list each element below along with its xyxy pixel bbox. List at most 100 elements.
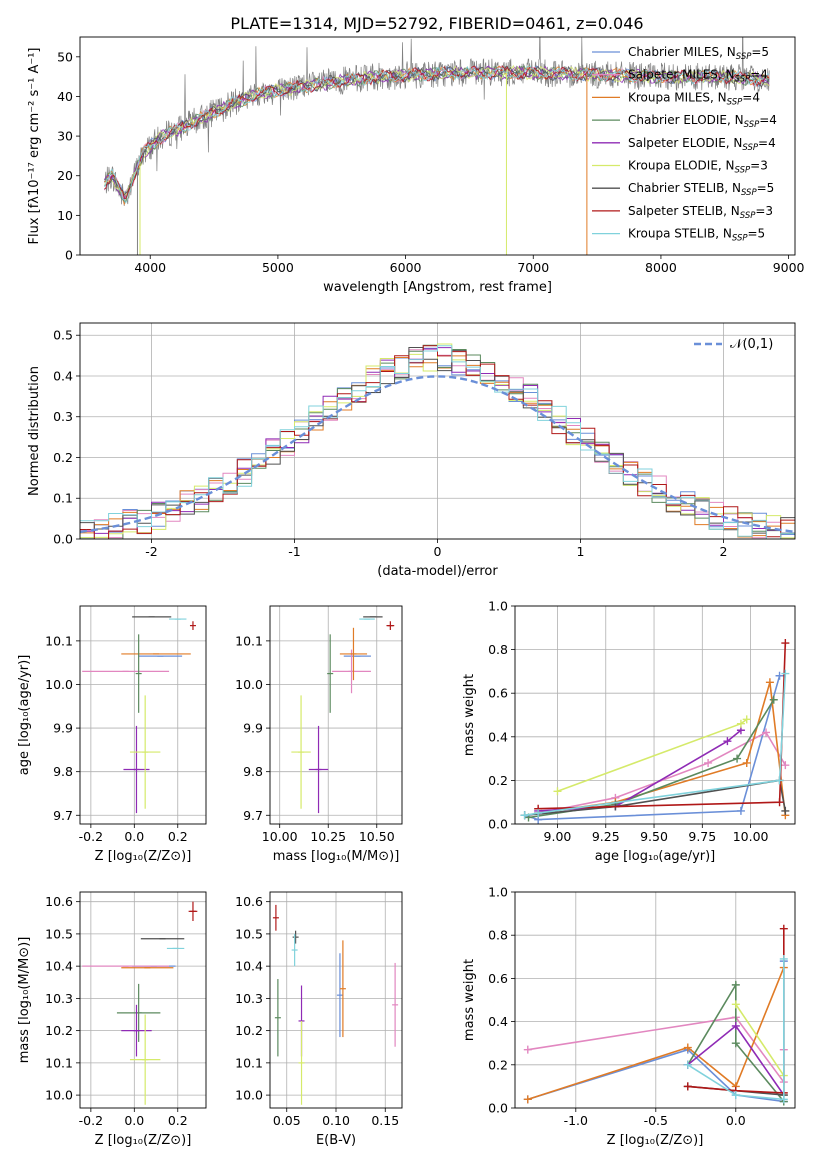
y-tick-label: 30 bbox=[57, 129, 73, 144]
weight-marker bbox=[731, 1021, 740, 1030]
y-tick-label: 10.3 bbox=[235, 991, 263, 1006]
weight-line bbox=[524, 673, 787, 817]
weight-marker bbox=[775, 776, 784, 785]
weight-marker bbox=[781, 669, 790, 678]
weight-marker bbox=[520, 811, 529, 820]
weight-marker bbox=[781, 761, 790, 770]
grid bbox=[80, 606, 206, 824]
plot-data bbox=[82, 901, 198, 1105]
legend: Chabrier MILES, NSSP=5 Salpeter MILES, NS… bbox=[592, 45, 777, 244]
legend-entry: Kroupa STELIB, NSSP=5 bbox=[628, 227, 765, 244]
y-tick-label: 10.6 bbox=[45, 894, 73, 909]
weight-line bbox=[524, 779, 787, 817]
x-tick-label: 8000 bbox=[645, 260, 677, 275]
panel-residuals: -2 -1 0 1 2 0.0 0.1 0.2 0.3 0.4 0.5 (data-model)/er… bbox=[27, 322, 796, 579]
legend-entry: Salpeter ELODIE, NSSP=4 bbox=[628, 136, 776, 153]
y-tick-label: 0.4 bbox=[488, 1014, 508, 1029]
x-tick-label: 0.10 bbox=[322, 1113, 350, 1128]
errorbar-point bbox=[188, 901, 198, 922]
y-tick-label: 0.4 bbox=[488, 729, 508, 744]
y-tick-label: 0.4 bbox=[53, 368, 73, 383]
y-tick-label: 10 bbox=[57, 208, 73, 223]
errorbar-point bbox=[292, 930, 299, 944]
y-tick-label: 0.2 bbox=[488, 773, 508, 788]
axes-frame bbox=[79, 605, 207, 825]
x-axis-label: E(B-V) bbox=[316, 1133, 356, 1148]
plot-data bbox=[80, 343, 795, 539]
y-tick-label: 10.5 bbox=[235, 926, 263, 941]
x-tick-label: 0.15 bbox=[371, 1113, 399, 1128]
x-tick-label: 7000 bbox=[517, 260, 549, 275]
y-axis-label: Flux [fλ10⁻¹⁷ erg cm⁻² s⁻¹ A⁻¹] bbox=[27, 48, 42, 245]
weight-marker bbox=[765, 678, 774, 687]
y-tick-label: 10.1 bbox=[45, 633, 73, 648]
y-tick-label: 0.0 bbox=[488, 817, 508, 832]
y-tick-label: 9.7 bbox=[243, 808, 263, 823]
y-tick-label: 1.0 bbox=[488, 885, 508, 900]
weight-marker bbox=[731, 1000, 740, 1009]
axes-frame bbox=[514, 605, 796, 825]
panel-ebv-mass: 0.05 0.10 0.15 10.0 10.1 10.2 10.3 10.4 10.5 10.6… bbox=[235, 891, 403, 1148]
weight-line bbox=[687, 959, 785, 1101]
weight-marker bbox=[523, 1095, 532, 1104]
legend-entry: Chabrier STELIB, NSSP=5 bbox=[628, 181, 774, 198]
model-line bbox=[104, 65, 770, 196]
y-tick-label: 20 bbox=[57, 168, 73, 183]
x-tick-label: 5000 bbox=[262, 260, 294, 275]
x-axis-label: (data-model)/error bbox=[377, 564, 498, 579]
x-tick-label: 0.0 bbox=[124, 1113, 144, 1128]
errorbar-point bbox=[189, 621, 196, 630]
data-spectrum-line bbox=[103, 37, 770, 207]
y-tick-label: 50 bbox=[57, 49, 73, 64]
weight-marker bbox=[742, 758, 751, 767]
errorbar-point bbox=[339, 940, 346, 1038]
legend-entry: Kroupa ELODIE, NSSP=3 bbox=[628, 159, 768, 176]
histogram-step bbox=[80, 347, 795, 534]
axes-frame bbox=[514, 891, 796, 1109]
x-tick-label: -1 bbox=[288, 544, 300, 559]
model-line bbox=[103, 65, 770, 204]
y-tick-label: 9.7 bbox=[53, 808, 73, 823]
y-axis-label: age [log₁₀(age/yr)] bbox=[17, 655, 32, 776]
errorbar-point bbox=[129, 1014, 161, 1105]
panel-Z-weight: -1.0 -0.5 0.0 0.0 0.2 0.4 0.6 0.8 1.0 Z [log₁₀(Z/… bbox=[462, 885, 796, 1148]
axes-frame bbox=[79, 891, 207, 1109]
y-tick-label: 1.0 bbox=[488, 599, 508, 614]
y-tick-label: 10.5 bbox=[45, 926, 73, 941]
errorbar-point bbox=[129, 695, 161, 809]
y-tick-label: 10.2 bbox=[45, 1023, 73, 1038]
y-tick-label: 10.2 bbox=[235, 1023, 263, 1038]
x-tick-label: 4000 bbox=[134, 260, 166, 275]
y-tick-label: 10.3 bbox=[45, 991, 73, 1006]
y-tick-label: 10.1 bbox=[45, 1055, 73, 1070]
plot-data bbox=[272, 904, 399, 1105]
y-tick-label: 10.1 bbox=[235, 1055, 263, 1070]
errorbar-point bbox=[291, 695, 311, 809]
y-tick-label: 9.8 bbox=[53, 764, 73, 779]
histogram-step bbox=[80, 345, 795, 539]
y-tick-label: 40 bbox=[57, 89, 73, 104]
weight-marker bbox=[779, 1095, 788, 1104]
y-tick-label: 0.3 bbox=[53, 409, 73, 424]
x-tick-label: 9.75 bbox=[688, 829, 716, 844]
x-tick-label: 6000 bbox=[390, 260, 422, 275]
grid bbox=[270, 892, 402, 1108]
y-tick-label: 9.9 bbox=[53, 721, 73, 736]
x-tick-label: 2 bbox=[720, 544, 728, 559]
legend-entry: Chabrier ELODIE, NSSP=4 bbox=[628, 113, 777, 130]
weight-marker bbox=[683, 1060, 692, 1069]
errorbar-point bbox=[339, 627, 368, 681]
y-tick-label: 0.6 bbox=[488, 971, 508, 986]
axes-frame bbox=[79, 322, 796, 540]
y-axis-label: Normed distribution bbox=[27, 366, 42, 496]
grid bbox=[270, 606, 402, 824]
weight-marker bbox=[769, 695, 778, 704]
weight-marker bbox=[736, 806, 745, 815]
y-axis-label: mass weight bbox=[462, 674, 477, 756]
x-tick-label: -0.2 bbox=[79, 1113, 103, 1128]
x-tick-label: 10.00 bbox=[733, 829, 769, 844]
legend-entry: Salpeter STELIB, NSSP=3 bbox=[628, 204, 773, 221]
plot-data bbox=[520, 639, 790, 824]
weight-marker bbox=[775, 798, 784, 807]
